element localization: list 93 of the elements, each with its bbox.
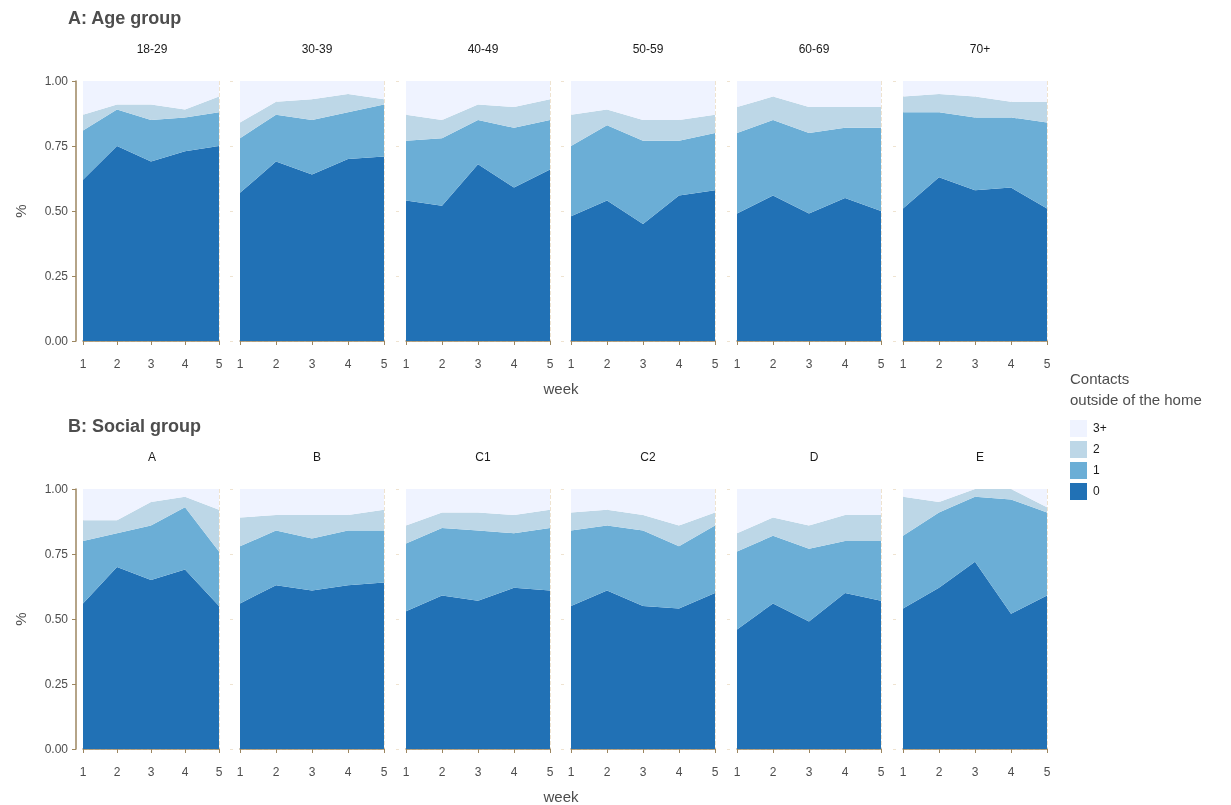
x-tick-label: 3 bbox=[147, 357, 155, 371]
chart-title: 60-69 bbox=[798, 42, 830, 56]
x-tick-label: 3 bbox=[147, 765, 155, 779]
chart-title: 30-39 bbox=[301, 42, 333, 56]
x-tick-label: 1 bbox=[733, 357, 741, 371]
chart-title: C2 bbox=[640, 450, 656, 464]
x-tick-label: 1 bbox=[236, 765, 244, 779]
x-tick-label: 1 bbox=[402, 765, 410, 779]
x-tick-label: 5 bbox=[877, 357, 885, 371]
x-tick-label: 4 bbox=[841, 357, 849, 371]
x-tick-label: 5 bbox=[380, 357, 388, 371]
y-tick-label: 0.50 bbox=[44, 612, 69, 626]
text: A: Age group bbox=[68, 8, 182, 28]
x-tick-label: 2 bbox=[113, 765, 121, 779]
x-tick-label: 2 bbox=[272, 765, 280, 779]
x-tick-label: 1 bbox=[733, 765, 741, 779]
chart-title: D bbox=[809, 450, 819, 464]
y-tick-label: 0.00 bbox=[44, 334, 69, 348]
y-tick-label: 0.75 bbox=[44, 547, 69, 561]
x-tick-label: 3 bbox=[308, 765, 316, 779]
legend-label: 3+ bbox=[1093, 421, 1107, 435]
x-tick-label: 2 bbox=[438, 357, 446, 371]
x-tick-label: 3 bbox=[805, 357, 813, 371]
y-axis-title: % bbox=[12, 204, 29, 218]
x-tick-label: 5 bbox=[877, 765, 885, 779]
legend-label: 2 bbox=[1093, 442, 1100, 456]
x-tick-label: 2 bbox=[272, 357, 280, 371]
x-tick-label: 5 bbox=[711, 357, 719, 371]
x-tick-label: 1 bbox=[567, 357, 575, 371]
x-tick-label: 3 bbox=[474, 357, 482, 371]
x-tick-label: 4 bbox=[510, 765, 518, 779]
chart-title: C1 bbox=[475, 450, 491, 464]
x-tick-label: 4 bbox=[181, 357, 189, 371]
x-tick-label: 3 bbox=[639, 765, 647, 779]
x-tick-label: 4 bbox=[1007, 357, 1015, 371]
chart-title: 40-49 bbox=[467, 42, 499, 56]
x-tick-label: 5 bbox=[1043, 357, 1051, 371]
x-tick-label: 2 bbox=[603, 357, 611, 371]
x-tick-label: 5 bbox=[215, 765, 223, 779]
x-tick-label: 2 bbox=[438, 765, 446, 779]
x-tick-label: 3 bbox=[474, 765, 482, 779]
y-axis-title: % bbox=[12, 612, 29, 626]
x-tick-label: 4 bbox=[510, 357, 518, 371]
x-tick-label: 3 bbox=[308, 357, 316, 371]
text: B: Social group bbox=[68, 416, 202, 436]
chart-title: 70+ bbox=[969, 42, 991, 56]
x-axis-title: week bbox=[542, 380, 580, 397]
legend-label: 1 bbox=[1093, 463, 1100, 477]
y-tick-label: 1.00 bbox=[44, 482, 69, 496]
x-tick-label: 3 bbox=[805, 765, 813, 779]
x-tick-label: 2 bbox=[769, 357, 777, 371]
x-tick-label: 4 bbox=[1007, 765, 1015, 779]
x-tick-label: 5 bbox=[380, 765, 388, 779]
x-tick-label: 4 bbox=[841, 765, 849, 779]
chart-title: E bbox=[975, 450, 985, 464]
chart-title: B bbox=[312, 450, 322, 464]
x-tick-label: 5 bbox=[1043, 765, 1051, 779]
y-tick-label: 1.00 bbox=[44, 74, 69, 88]
x-tick-label: 4 bbox=[675, 765, 683, 779]
y-tick-label: 0.50 bbox=[44, 204, 69, 218]
x-tick-label: 5 bbox=[546, 765, 554, 779]
legend-title: Contacts outside of the home bbox=[1070, 369, 1202, 410]
x-tick-label: 3 bbox=[971, 765, 979, 779]
x-tick-label: 2 bbox=[935, 765, 943, 779]
x-tick-label: 2 bbox=[769, 765, 777, 779]
x-tick-label: 4 bbox=[344, 765, 352, 779]
x-tick-label: 1 bbox=[899, 357, 907, 371]
y-tick-label: 0.00 bbox=[44, 742, 69, 756]
x-tick-label: 2 bbox=[113, 357, 121, 371]
chart-title: 50-59 bbox=[632, 42, 664, 56]
x-tick-label: 2 bbox=[603, 765, 611, 779]
chart-title: A bbox=[147, 450, 157, 464]
x-tick-label: 1 bbox=[79, 357, 87, 371]
legend-label: 0 bbox=[1093, 484, 1100, 498]
y-tick-label: 0.25 bbox=[44, 269, 69, 283]
chart-title: 18-29 bbox=[136, 42, 168, 56]
x-tick-label: 4 bbox=[675, 357, 683, 371]
x-tick-label: 1 bbox=[899, 765, 907, 779]
x-tick-label: 4 bbox=[181, 765, 189, 779]
x-tick-label: 1 bbox=[567, 765, 575, 779]
y-tick-label: 0.25 bbox=[44, 677, 69, 691]
y-tick-label: 0.75 bbox=[44, 139, 69, 153]
x-tick-label: 4 bbox=[344, 357, 352, 371]
x-tick-label: 1 bbox=[79, 765, 87, 779]
x-tick-label: 3 bbox=[639, 357, 647, 371]
x-tick-label: 1 bbox=[402, 357, 410, 371]
x-tick-label: 5 bbox=[711, 765, 719, 779]
x-axis-title: week bbox=[542, 788, 580, 805]
x-tick-label: 5 bbox=[546, 357, 554, 371]
x-tick-label: 2 bbox=[935, 357, 943, 371]
x-tick-label: 3 bbox=[971, 357, 979, 371]
x-tick-label: 1 bbox=[236, 357, 244, 371]
x-tick-label: 5 bbox=[215, 357, 223, 371]
